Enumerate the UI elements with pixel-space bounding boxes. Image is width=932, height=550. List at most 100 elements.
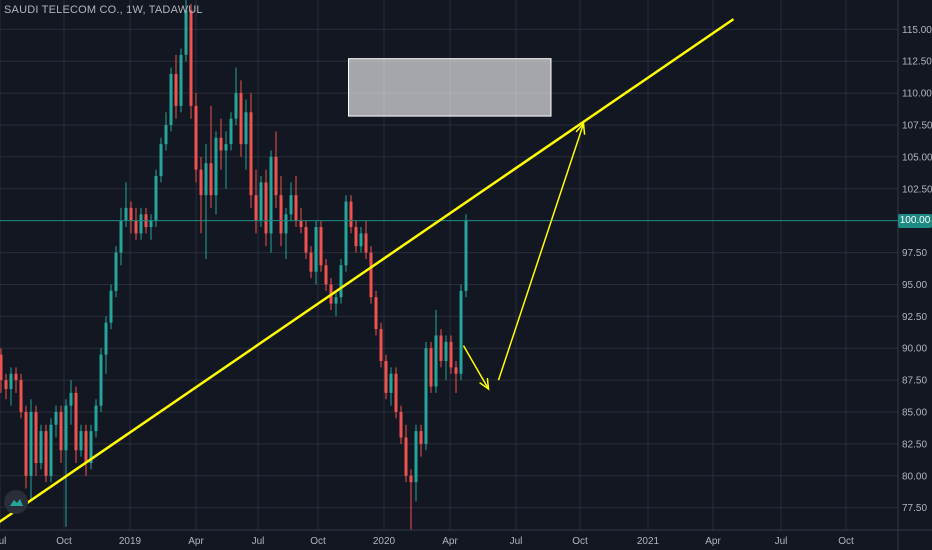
x-tick-label: Oct xyxy=(310,536,326,547)
candle-body xyxy=(154,176,158,221)
candle xyxy=(459,284,463,381)
candle-body xyxy=(44,431,48,476)
x-tick-label: Jul xyxy=(252,536,265,547)
candle xyxy=(314,220,318,285)
candle-body xyxy=(19,380,23,413)
candle-body xyxy=(114,252,118,291)
candle-body xyxy=(59,412,63,451)
candle xyxy=(424,341,428,451)
candle xyxy=(344,195,348,272)
candle-body xyxy=(254,195,258,221)
candle-body xyxy=(244,112,248,145)
candle-body xyxy=(359,233,363,247)
candle-body xyxy=(449,341,453,368)
x-tick-label: Oct xyxy=(838,536,854,547)
candle-body xyxy=(164,125,168,145)
candle-body xyxy=(274,156,278,196)
candle xyxy=(214,131,218,215)
y-tick-label: 85.00 xyxy=(902,408,927,419)
tradingview-cloud-icon[interactable] xyxy=(4,490,28,514)
candle xyxy=(439,329,443,368)
candle-body xyxy=(54,412,58,425)
candle xyxy=(309,246,313,279)
candle xyxy=(419,424,423,457)
candle-body xyxy=(34,412,38,464)
candle xyxy=(434,309,438,393)
candle xyxy=(119,207,123,266)
candle xyxy=(29,399,33,502)
candle-body xyxy=(189,10,193,106)
arrow-shaft xyxy=(497,123,585,381)
y-tick-label: 112.50 xyxy=(902,57,932,68)
candle-body xyxy=(354,227,358,247)
x-tick-label: Oct xyxy=(56,536,72,547)
candle xyxy=(389,367,393,406)
candle-body xyxy=(424,348,428,444)
candle-body xyxy=(109,290,113,323)
candle xyxy=(379,322,383,368)
support-trendline xyxy=(0,18,735,524)
candle xyxy=(84,424,88,476)
candle-body xyxy=(279,195,283,234)
candle-body xyxy=(284,214,288,234)
x-tick-label: Apr xyxy=(188,536,204,547)
candle xyxy=(284,207,288,259)
candle xyxy=(224,131,228,189)
candle-body xyxy=(239,93,243,145)
candle-body xyxy=(39,431,43,464)
candle-body xyxy=(399,412,403,438)
candle xyxy=(129,201,133,234)
candle-body xyxy=(104,322,108,355)
candle xyxy=(259,176,263,228)
candle-body xyxy=(264,182,268,234)
y-tick-label: 110.00 xyxy=(902,89,932,100)
candle xyxy=(339,258,343,304)
candle xyxy=(449,335,453,374)
cloud-icon-shape xyxy=(10,499,23,506)
y-tick-label: 107.50 xyxy=(902,121,932,132)
y-tick-label: 82.50 xyxy=(902,439,927,450)
candle-body xyxy=(439,335,443,361)
candle xyxy=(239,80,243,157)
candle-body xyxy=(134,220,138,234)
candle-body xyxy=(14,373,18,381)
target-zone-layer xyxy=(348,58,552,117)
candle-body xyxy=(204,163,208,196)
x-tick-label: Jul xyxy=(775,536,788,547)
candle-body xyxy=(69,392,73,406)
x-tick-label: Oct xyxy=(572,536,588,547)
candle-body xyxy=(379,329,383,361)
candle xyxy=(404,424,408,483)
candle-body xyxy=(459,290,463,374)
candle-body xyxy=(229,118,233,145)
candle-body xyxy=(4,380,8,390)
candle xyxy=(69,380,73,425)
candle-body xyxy=(304,227,308,253)
candle-body xyxy=(149,220,153,228)
candle xyxy=(54,405,58,438)
candle-body xyxy=(219,137,223,151)
candle-body xyxy=(199,169,203,196)
y-tick-label: 90.00 xyxy=(902,344,927,355)
candle xyxy=(99,348,103,413)
candle xyxy=(264,169,268,247)
candle xyxy=(444,335,448,381)
candle xyxy=(79,424,83,457)
candle-body xyxy=(374,297,378,330)
target-zone-rect xyxy=(348,58,552,117)
x-tick-label: Jul xyxy=(0,536,6,547)
candle xyxy=(4,373,8,400)
candle-body xyxy=(214,137,218,196)
x-tick-label: Jul xyxy=(510,536,523,547)
candle xyxy=(454,360,458,393)
candle-body xyxy=(169,73,173,126)
candle-body xyxy=(389,373,393,393)
candle-body xyxy=(129,207,133,221)
candle-body xyxy=(64,405,68,451)
candle xyxy=(154,169,158,228)
candle-body xyxy=(409,475,413,483)
candle-body xyxy=(294,195,298,221)
candle xyxy=(384,354,388,400)
